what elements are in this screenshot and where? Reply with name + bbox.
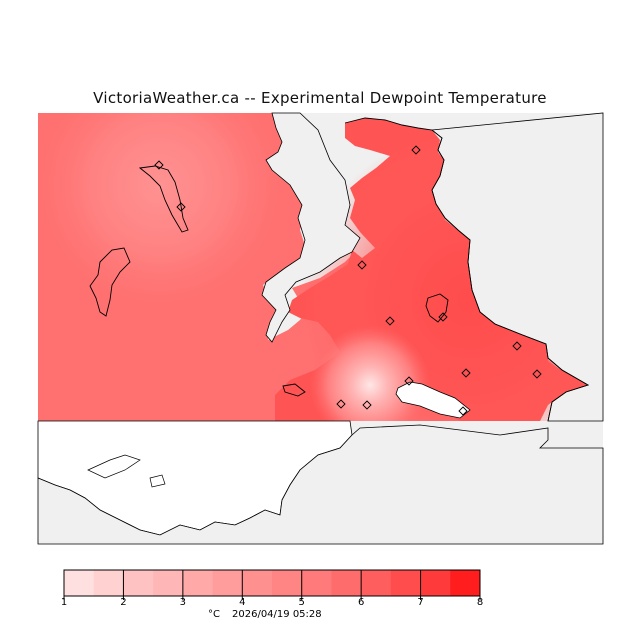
legend-band	[212, 570, 243, 596]
legend-tick-label: 4	[239, 597, 246, 608]
station-markers	[154, 145, 542, 416]
legend-band	[420, 570, 451, 596]
station-marker	[438, 312, 448, 322]
station-marker	[154, 160, 164, 170]
station-marker	[532, 369, 542, 379]
station-marker	[461, 368, 471, 378]
station-marker	[411, 145, 421, 155]
strait-south-water	[37, 424, 604, 545]
station-marker	[385, 316, 395, 326]
map-title: VictoriaWeather.ca -- Experimental Dewpo…	[93, 89, 547, 107]
legend-unit: °C	[208, 609, 220, 620]
legend-tick-label: 5	[298, 597, 305, 608]
island-north	[138, 165, 189, 233]
south-lake	[87, 454, 141, 479]
legend-band	[153, 570, 184, 596]
station-marker	[458, 406, 468, 416]
legend-band	[93, 570, 124, 596]
station-marker	[357, 260, 367, 270]
island-south	[282, 383, 306, 397]
legend-tick-label: 1	[60, 597, 68, 608]
saanich-inlet	[261, 112, 361, 343]
legend-tick-label: 7	[417, 597, 424, 608]
station-marker	[512, 341, 522, 351]
legend-band	[182, 570, 214, 596]
station-marker	[176, 202, 186, 212]
legend-tick-label: 6	[357, 597, 365, 608]
legend-band	[64, 570, 95, 596]
legend-tick-label: 2	[120, 597, 127, 608]
legend-tick-label: 8	[476, 597, 484, 608]
legend-band	[242, 570, 273, 596]
legend-tick-label: 3	[179, 597, 187, 608]
station-marker	[404, 376, 414, 386]
legend-band	[123, 570, 154, 596]
peninsula-coastline	[344, 117, 590, 422]
island-west	[89, 247, 131, 317]
harbour-spit	[395, 381, 471, 419]
legend-band	[361, 570, 392, 596]
legend-band	[272, 570, 303, 596]
station-marker	[336, 399, 346, 409]
legend-band	[331, 570, 362, 596]
legend-band	[390, 570, 422, 596]
south-island-a	[149, 474, 166, 488]
station-marker	[362, 400, 372, 410]
legend-band	[450, 570, 481, 596]
island-mid	[425, 293, 449, 323]
legend-timestamp: 2026/04/19 05:28	[232, 609, 322, 620]
legend-band	[301, 570, 332, 596]
